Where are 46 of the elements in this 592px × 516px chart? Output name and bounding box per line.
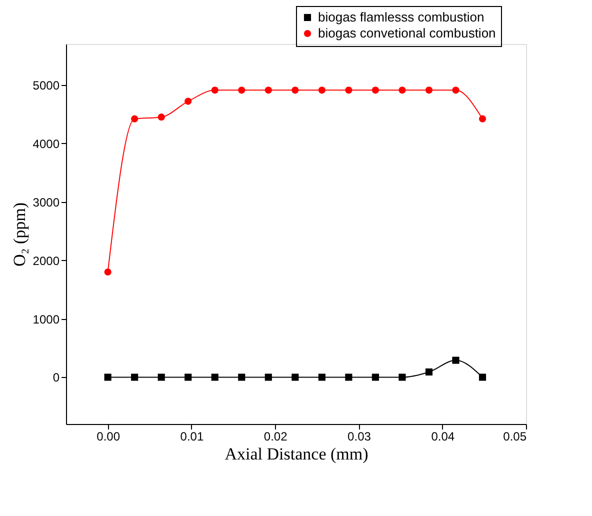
point xyxy=(104,268,112,276)
point xyxy=(345,374,352,381)
x-tick-label: 0.03 xyxy=(348,430,372,444)
point xyxy=(158,374,165,381)
x-tick-label: 0.01 xyxy=(180,430,204,444)
point xyxy=(264,374,272,381)
point xyxy=(238,86,246,94)
point xyxy=(292,374,299,381)
point xyxy=(238,374,246,381)
point xyxy=(158,114,165,121)
y-tick-label: 0 xyxy=(52,370,60,385)
y-tick-label: 4000 xyxy=(32,136,60,151)
point xyxy=(292,86,299,94)
point xyxy=(478,115,486,122)
point xyxy=(452,356,460,364)
point xyxy=(184,374,192,381)
point xyxy=(425,86,433,94)
point xyxy=(131,115,138,122)
y-tick-label: 1000 xyxy=(32,312,60,326)
point xyxy=(398,374,406,381)
point xyxy=(211,86,218,94)
x-axis-title: Axial Distance (mm) xyxy=(224,444,368,464)
point xyxy=(318,86,326,94)
y-axis-title: O₂ (ppm) xyxy=(10,202,29,266)
legend-label: biogas flamlesss combustion xyxy=(318,10,484,24)
point xyxy=(345,86,352,94)
y-tick-label: 3000 xyxy=(32,195,60,210)
point xyxy=(104,374,112,381)
legend-label: biogas convetional combustion xyxy=(318,26,496,40)
x-tick-label: 0.05 xyxy=(503,430,527,444)
y-tick-label: 5000 xyxy=(32,78,60,92)
point xyxy=(398,86,406,94)
point xyxy=(184,98,192,105)
point xyxy=(478,374,486,381)
x-tick-label: 0.00 xyxy=(96,430,120,444)
x-tick-label: 0.02 xyxy=(264,430,288,444)
point xyxy=(318,374,326,381)
point xyxy=(452,86,460,94)
x-tick-label: 0.04 xyxy=(431,430,455,444)
point xyxy=(264,86,272,94)
y-tick-label: 2000 xyxy=(32,254,60,268)
point xyxy=(211,374,218,381)
point xyxy=(372,374,379,381)
point xyxy=(131,374,138,381)
point xyxy=(425,368,433,376)
point xyxy=(372,86,379,94)
